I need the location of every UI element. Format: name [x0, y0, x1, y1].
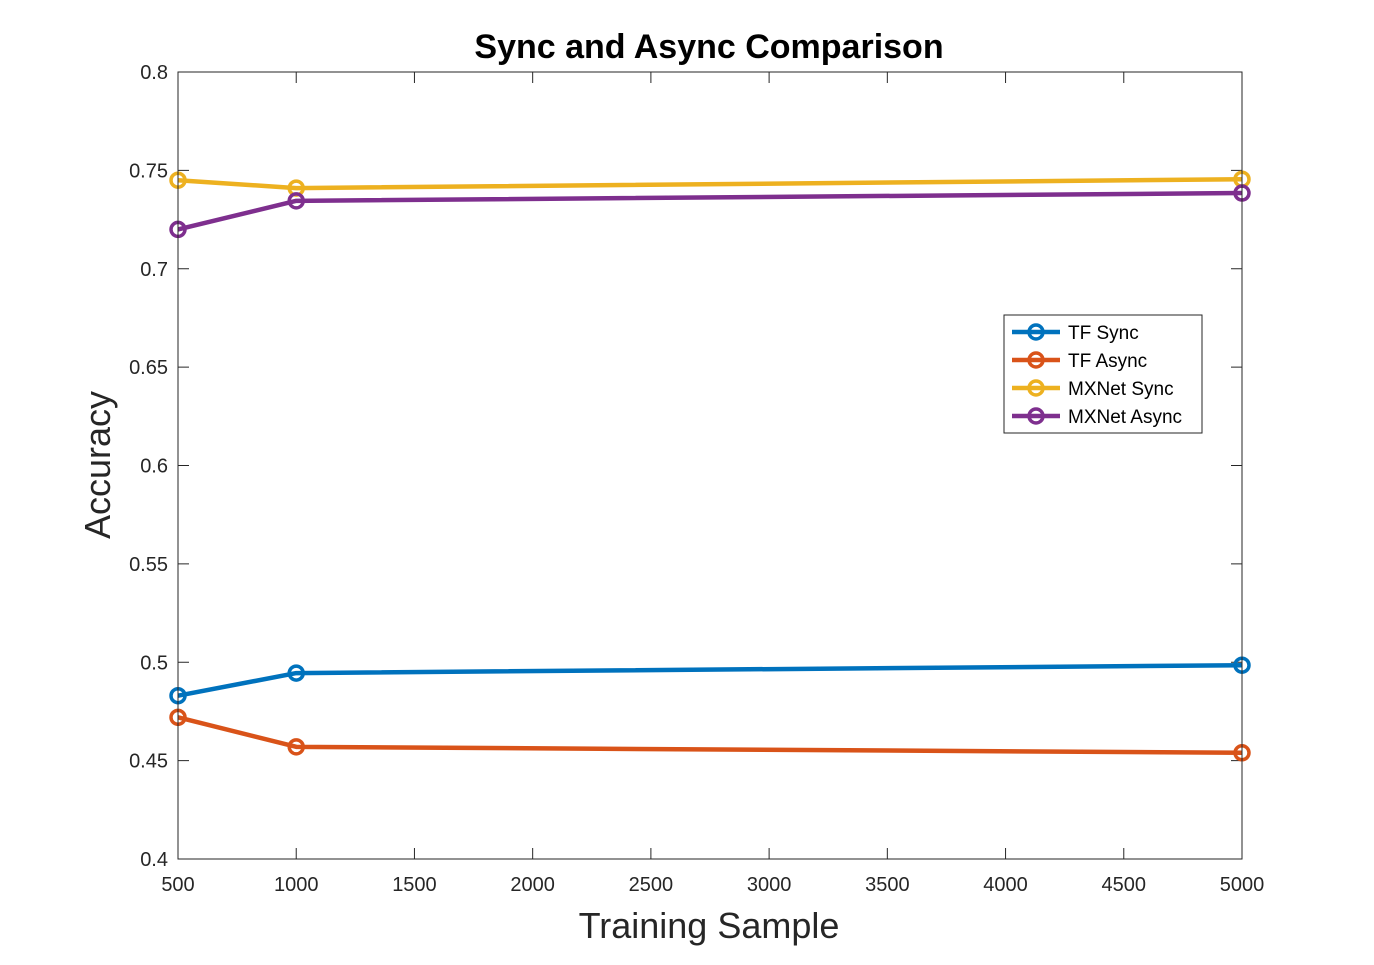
y-tick-label: 0.45	[129, 751, 168, 773]
data-point-mxnet-async	[287, 192, 305, 210]
y-tick-label: 0.4	[140, 849, 168, 871]
legend-swatch-marker	[1027, 351, 1045, 369]
plot-area	[178, 72, 1242, 859]
x-tick-label: 4500	[1102, 874, 1147, 896]
legend: TF Sync TF Async MXNet Sync MXNet Async	[1003, 314, 1203, 434]
legend-label: TF Sync	[1068, 323, 1139, 344]
x-tick-label: 1000	[274, 874, 319, 896]
series-line-tf-async	[177, 715, 1243, 756]
legend-swatch-marker	[1027, 323, 1045, 341]
y-axis-label: Accuracy	[77, 391, 118, 539]
y-tick-label: 0.75	[129, 160, 168, 182]
y-tick-label: 0.8	[140, 62, 168, 84]
y-tick-label: 0.6	[140, 456, 168, 478]
x-tick-label: 2500	[629, 874, 674, 896]
legend-item-mxnet-sync: MXNet Sync	[1012, 379, 1174, 400]
legend-label: TF Async	[1068, 351, 1147, 372]
legend-swatch-marker	[1027, 379, 1045, 397]
legend-label: MXNet Sync	[1068, 379, 1174, 400]
legend-swatch-marker	[1027, 407, 1045, 425]
y-tick-label: 0.65	[129, 357, 168, 379]
x-tick-label: 3500	[865, 874, 910, 896]
legend-entries: TF Sync TF Async MXNet Sync MXNet Async	[1012, 323, 1182, 428]
chart-title: Sync and Async Comparison	[474, 28, 943, 66]
tick-labels-layer: 500 1000 1500 2000 2500 3000 3500 4000 4500 5000 0…	[129, 62, 1264, 896]
x-tick-label: 500	[161, 874, 194, 896]
legend-item-tf-async: TF Async	[1012, 351, 1147, 372]
legend-item-tf-sync: TF Sync	[1012, 323, 1139, 344]
x-tick-label: 2000	[510, 874, 555, 896]
x-tick-label: 1500	[392, 874, 437, 896]
x-tick-label: 3000	[747, 874, 792, 896]
data-point-tf-sync	[287, 664, 305, 682]
legend-label: MXNet Async	[1068, 407, 1182, 428]
legend-box	[1003, 314, 1203, 434]
y-tick-label: 0.55	[129, 554, 168, 576]
y-tick-label: 0.5	[140, 652, 168, 674]
x-axis-label: Training Sample	[579, 905, 840, 946]
x-tick-label: 4000	[983, 874, 1028, 896]
y-tick-label: 0.7	[140, 259, 168, 281]
data-point-tf-async	[287, 738, 305, 756]
x-tick-label: 5000	[1220, 874, 1265, 896]
plot-frame	[177, 71, 1243, 860]
series-line-mxnet-sync	[177, 176, 1243, 191]
legend-item-mxnet-async: MXNet Async	[1012, 407, 1182, 428]
series-line-tf-sync	[177, 662, 1243, 698]
series-line-mxnet-async	[177, 190, 1243, 232]
